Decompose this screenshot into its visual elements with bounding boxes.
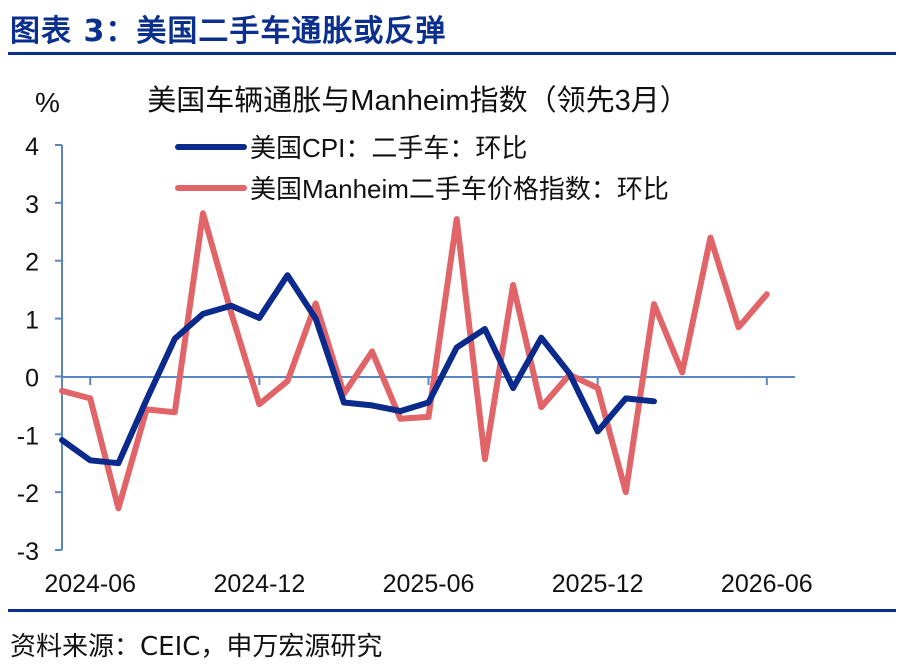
legend-label-manheim: 美国Manheim二手车价格指数：环比: [250, 174, 669, 204]
series-line-manheim: [59, 210, 770, 512]
y-tick-label: 2: [25, 249, 39, 277]
x-tick-label: 2025-12: [552, 570, 644, 598]
series-layer: [59, 210, 770, 512]
y-tick-label: 3: [25, 191, 39, 219]
x-tick-label: 2025-06: [383, 570, 475, 598]
x-tick-label: 2026-06: [721, 570, 813, 598]
chart-title: 美国车辆通胀与Manheim指数（领先3月）: [147, 84, 688, 117]
y-tick-label: 0: [25, 364, 39, 392]
x-tick-label: 2024-06: [44, 570, 136, 598]
source-note: 资料来源：CEIC，申万宏源研究: [10, 632, 383, 662]
legend-label-cpi: 美国CPI：二手车：环比: [250, 133, 527, 163]
y-unit-label: %: [35, 87, 60, 118]
y-tick-label: -1: [17, 422, 39, 450]
y-tick-label: -3: [17, 538, 39, 566]
figure-title: 图表 3：美国二手车通胀或反弹: [10, 14, 447, 49]
footer-rule: [8, 609, 896, 612]
y-tick-label: 4: [25, 133, 39, 161]
y-tick-label: 1: [25, 307, 39, 335]
x-tick-label: 2024-12: [213, 570, 305, 598]
series-line-cpi: [59, 272, 657, 467]
y-tick-label: -2: [17, 480, 39, 508]
title-rule: [8, 52, 896, 55]
